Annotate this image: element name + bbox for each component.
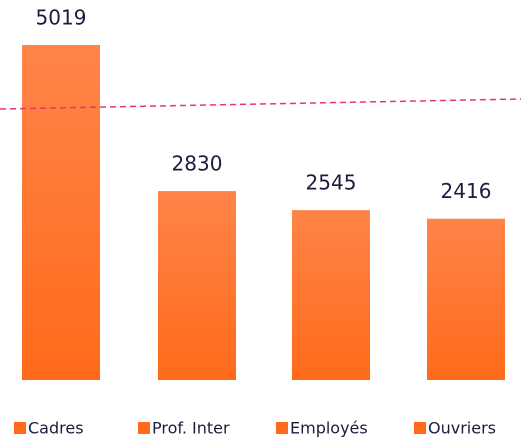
bar (158, 191, 236, 380)
legend-label: Employés (290, 419, 368, 438)
legend-label: Cadres (28, 419, 84, 438)
value-label: 2416 (441, 179, 492, 203)
value-label: 2830 (172, 152, 223, 176)
bar (292, 210, 370, 380)
legend-label: Ouvriers (428, 419, 496, 438)
bar (427, 218, 505, 380)
legend-swatch (276, 422, 288, 434)
legend-swatch (138, 422, 150, 434)
bar (22, 45, 100, 380)
legend-label: Prof. Inter (152, 419, 230, 438)
legend-swatch (14, 422, 26, 434)
value-label: 2545 (306, 171, 357, 195)
value-label: 5019 (36, 6, 87, 30)
legend-swatch (414, 422, 426, 434)
reference-line (0, 98, 521, 110)
